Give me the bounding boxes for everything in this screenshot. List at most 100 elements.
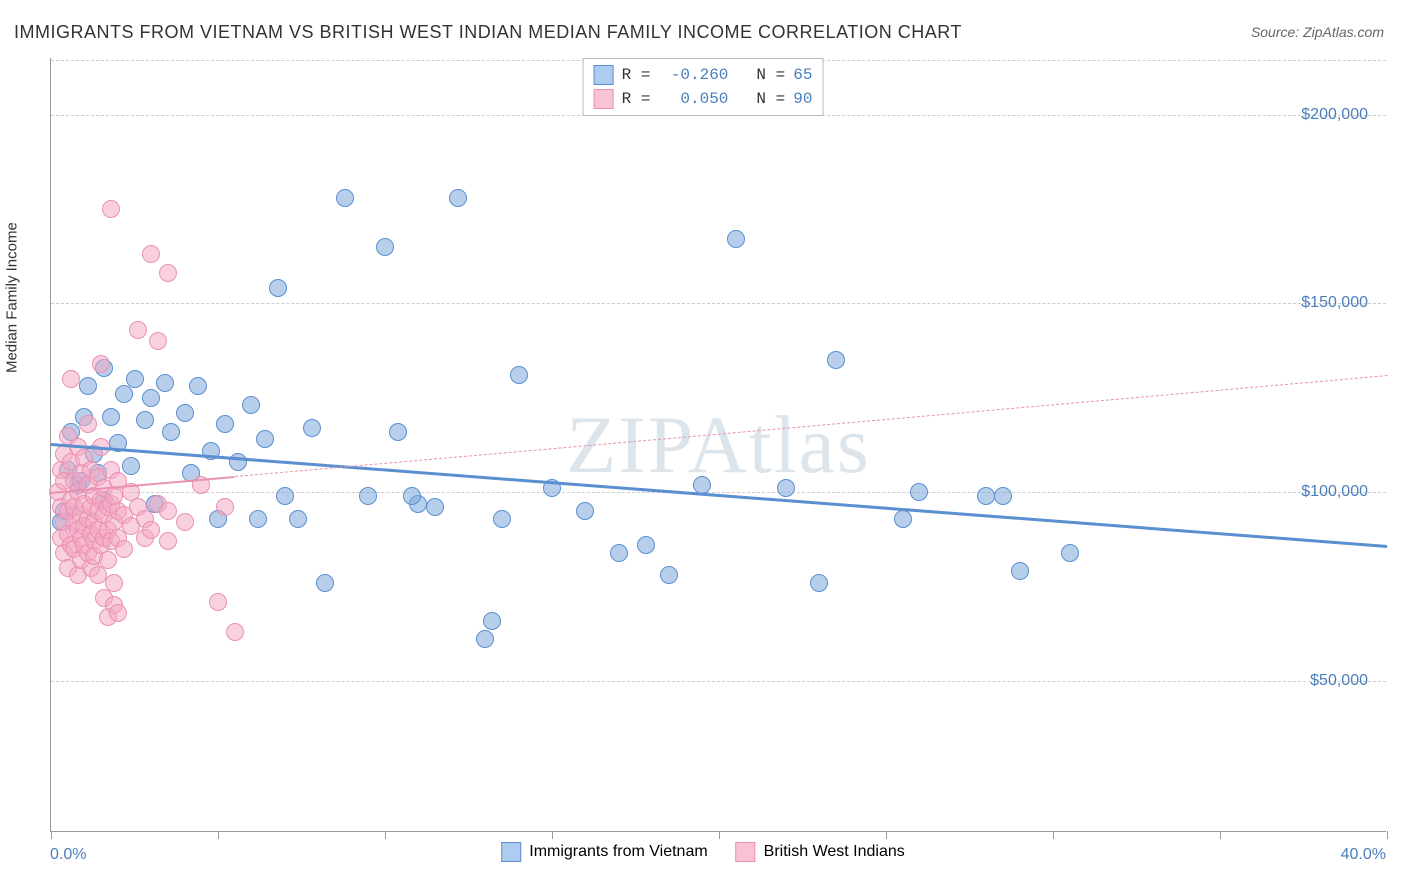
data-point bbox=[994, 487, 1012, 505]
gridline bbox=[51, 681, 1386, 682]
data-point bbox=[827, 351, 845, 369]
data-point bbox=[229, 453, 247, 471]
data-point bbox=[62, 370, 80, 388]
data-point bbox=[1011, 562, 1029, 580]
data-point bbox=[216, 415, 234, 433]
r-label: R = bbox=[622, 66, 651, 84]
data-point bbox=[637, 536, 655, 554]
data-point bbox=[122, 457, 140, 475]
data-point bbox=[303, 419, 321, 437]
x-tick bbox=[218, 831, 219, 839]
data-point bbox=[977, 487, 995, 505]
series-legend: Immigrants from Vietnam British West Indi… bbox=[501, 842, 905, 862]
data-point bbox=[79, 415, 97, 433]
data-point bbox=[256, 430, 274, 448]
n-label: N = bbox=[756, 66, 785, 84]
data-point bbox=[389, 423, 407, 441]
data-point bbox=[316, 574, 334, 592]
r-value: 0.050 bbox=[658, 90, 728, 108]
data-point bbox=[129, 321, 147, 339]
y-tick-label: $50,000 bbox=[1310, 672, 1368, 690]
correlation-chart: IMMIGRANTS FROM VIETNAM VS BRITISH WEST … bbox=[0, 0, 1406, 892]
x-axis-min-label: 0.0% bbox=[50, 846, 86, 864]
data-point bbox=[336, 189, 354, 207]
legend-item: British West Indians bbox=[736, 842, 905, 862]
x-tick bbox=[552, 831, 553, 839]
legend-swatch bbox=[501, 842, 521, 862]
data-point bbox=[142, 521, 160, 539]
data-point bbox=[269, 279, 287, 297]
correlation-legend: R = -0.260 N = 65 R = 0.050 N = 90 bbox=[583, 58, 824, 116]
n-value: 90 bbox=[793, 90, 812, 108]
data-point bbox=[216, 498, 234, 516]
data-point bbox=[576, 502, 594, 520]
data-point bbox=[777, 479, 795, 497]
n-value: 65 bbox=[793, 66, 812, 84]
x-tick bbox=[51, 831, 52, 839]
data-point bbox=[92, 355, 110, 373]
watermark: ZIPAtlas bbox=[566, 398, 871, 492]
y-tick-label: $100,000 bbox=[1301, 483, 1368, 501]
data-point bbox=[115, 385, 133, 403]
data-point bbox=[142, 389, 160, 407]
data-point bbox=[1061, 544, 1079, 562]
x-axis-max-label: 40.0% bbox=[1341, 846, 1386, 864]
data-point bbox=[249, 510, 267, 528]
plot-area: ZIPAtlas $50,000 $100,000 $150,000 $200,000 bbox=[50, 58, 1386, 832]
legend-swatch bbox=[594, 65, 614, 85]
x-tick bbox=[1220, 831, 1221, 839]
data-point bbox=[159, 532, 177, 550]
gridline bbox=[51, 303, 1386, 304]
y-tick-label: $200,000 bbox=[1301, 106, 1368, 124]
data-point bbox=[289, 510, 307, 528]
series-name: Immigrants from Vietnam bbox=[529, 843, 707, 861]
data-point bbox=[226, 623, 244, 641]
data-point bbox=[176, 513, 194, 531]
legend-row: R = 0.050 N = 90 bbox=[594, 87, 813, 111]
r-label: R = bbox=[622, 90, 651, 108]
data-point bbox=[510, 366, 528, 384]
x-tick bbox=[385, 831, 386, 839]
data-point bbox=[727, 230, 745, 248]
chart-title: IMMIGRANTS FROM VIETNAM VS BRITISH WEST … bbox=[14, 22, 962, 43]
data-point bbox=[176, 404, 194, 422]
data-point bbox=[102, 408, 120, 426]
data-point bbox=[894, 510, 912, 528]
data-point bbox=[99, 551, 117, 569]
y-tick-label: $150,000 bbox=[1301, 294, 1368, 312]
data-point bbox=[89, 566, 107, 584]
data-point bbox=[426, 498, 444, 516]
x-tick bbox=[1387, 831, 1388, 839]
data-point bbox=[149, 332, 167, 350]
data-point bbox=[159, 264, 177, 282]
trend-line bbox=[235, 375, 1387, 477]
data-point bbox=[493, 510, 511, 528]
data-point bbox=[142, 245, 160, 263]
data-point bbox=[209, 593, 227, 611]
data-point bbox=[483, 612, 501, 630]
data-point bbox=[105, 574, 123, 592]
data-point bbox=[910, 483, 928, 501]
r-value: -0.260 bbox=[658, 66, 728, 84]
data-point bbox=[159, 502, 177, 520]
data-point bbox=[376, 238, 394, 256]
data-point bbox=[242, 396, 260, 414]
data-point bbox=[126, 370, 144, 388]
legend-row: R = -0.260 N = 65 bbox=[594, 63, 813, 87]
legend-swatch bbox=[736, 842, 756, 862]
data-point bbox=[403, 487, 421, 505]
source-attribution: Source: ZipAtlas.com bbox=[1251, 24, 1384, 40]
data-point bbox=[102, 200, 120, 218]
data-point bbox=[162, 423, 180, 441]
trend-line bbox=[51, 443, 1387, 548]
data-point bbox=[115, 540, 133, 558]
y-axis-label: Median Family Income bbox=[4, 222, 21, 373]
x-tick bbox=[1053, 831, 1054, 839]
data-point bbox=[156, 374, 174, 392]
legend-swatch bbox=[594, 89, 614, 109]
data-point bbox=[476, 630, 494, 648]
data-point bbox=[660, 566, 678, 584]
data-point bbox=[189, 377, 207, 395]
data-point bbox=[693, 476, 711, 494]
n-label: N = bbox=[756, 90, 785, 108]
